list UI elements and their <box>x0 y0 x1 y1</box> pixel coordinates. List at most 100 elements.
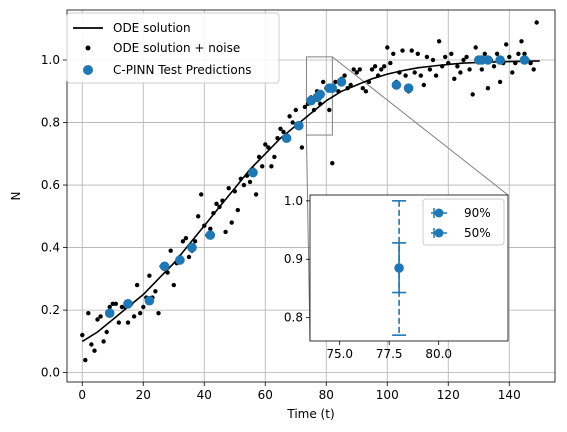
noise-point <box>275 136 280 141</box>
y-tick-label: 0.8 <box>41 116 60 130</box>
noise-point <box>485 86 491 91</box>
noise-point <box>101 339 106 344</box>
legend-entry-noise: ODE solution + noise <box>113 41 240 55</box>
prediction-point <box>104 308 115 319</box>
inset-legend-dot-90 <box>434 208 444 218</box>
noise-point <box>510 70 515 75</box>
noise-point <box>247 179 253 185</box>
main-legend: ODE solution ODE solution + noise C-PINN… <box>66 12 280 84</box>
noise-point <box>253 192 259 197</box>
noise-point <box>461 57 466 63</box>
noise-point <box>260 164 265 169</box>
noise-point <box>244 173 250 178</box>
y-axis-label: N <box>9 192 23 201</box>
prediction-point <box>144 295 155 306</box>
noise-point <box>534 20 539 25</box>
noise-point <box>125 320 131 325</box>
noise-point <box>241 182 247 188</box>
noise-point <box>134 282 140 288</box>
legend-box <box>66 12 280 84</box>
noise-point <box>391 51 396 56</box>
noise-point <box>183 236 189 241</box>
noise-point <box>104 329 109 335</box>
noise-point <box>238 176 243 181</box>
noise-point <box>449 51 454 56</box>
noise-point <box>147 273 152 278</box>
noise-point <box>266 145 271 150</box>
noise-point <box>409 48 414 53</box>
noise-point <box>131 314 137 319</box>
prediction-point <box>248 167 258 178</box>
noise-point <box>153 289 158 294</box>
noise-point <box>372 64 378 69</box>
noise-point <box>98 314 103 319</box>
x-tick-label: 20 <box>136 388 151 402</box>
noise-point <box>351 67 356 72</box>
noise-point <box>333 79 338 85</box>
y-tick-label: 0.6 <box>41 178 60 192</box>
noise-point <box>430 57 436 63</box>
prediction-point <box>315 89 326 100</box>
noise-point <box>403 73 408 78</box>
legend-pred-swatch <box>83 65 93 75</box>
noise-point <box>433 73 439 78</box>
prediction-point <box>187 242 197 253</box>
legend-entry-predictions: C-PINN Test Predictions <box>113 63 252 77</box>
noise-point <box>455 64 460 69</box>
noise-point <box>235 207 240 213</box>
noise-point <box>138 311 143 316</box>
prediction-point <box>327 83 338 93</box>
inset-y-tick-label: 0.8 <box>284 311 303 325</box>
prediction-point <box>205 230 216 240</box>
noise-point <box>192 239 198 244</box>
noise-point <box>302 104 308 110</box>
noise-point <box>519 39 524 44</box>
noise-point <box>256 154 262 160</box>
inset-prediction-point <box>394 263 404 273</box>
prediction-point <box>391 80 402 90</box>
noise-point <box>436 39 442 44</box>
x-tick-label: 60 <box>258 388 273 402</box>
prediction-point <box>123 299 133 309</box>
noise-point <box>491 64 497 69</box>
noise-point <box>156 311 161 316</box>
noise-point <box>336 89 341 94</box>
noise-point <box>299 145 305 150</box>
noise-point <box>330 161 335 166</box>
legend-dot-swatch <box>85 45 91 51</box>
y-tick-label: 1.0 <box>41 53 60 67</box>
noise-point <box>507 54 512 60</box>
noise-point <box>226 186 231 191</box>
noise-point <box>345 86 350 91</box>
noise-point <box>211 211 216 216</box>
noise-point <box>229 220 234 225</box>
x-tick-label: 140 <box>498 388 521 402</box>
noise-point <box>479 67 484 72</box>
noise-point <box>348 82 353 88</box>
noise-point <box>202 223 207 228</box>
inset-y-tick-label: 0.9 <box>284 252 303 266</box>
noise-point <box>321 79 326 85</box>
noise-point <box>86 311 91 316</box>
inset-x-tick-label: 77.5 <box>376 347 403 361</box>
noise-point <box>232 189 237 194</box>
noise-point <box>290 120 295 125</box>
noise-point <box>397 70 402 75</box>
inset-frame <box>309 194 509 342</box>
zoom-indicator <box>305 56 509 342</box>
noise-point <box>421 82 426 88</box>
noise-point <box>171 282 176 288</box>
noise-point <box>443 54 448 60</box>
prediction-point <box>336 77 347 87</box>
noise-point <box>528 60 533 66</box>
noise-point <box>473 45 478 50</box>
noise-point <box>214 201 219 206</box>
inset-legend-dot-50 <box>434 228 444 238</box>
noise-point <box>217 204 222 210</box>
noise-point <box>186 254 192 260</box>
noise-point <box>424 54 430 60</box>
noise-point <box>513 60 518 66</box>
noise-point <box>452 76 457 82</box>
noise-point <box>522 51 527 56</box>
noise-point <box>467 67 472 72</box>
